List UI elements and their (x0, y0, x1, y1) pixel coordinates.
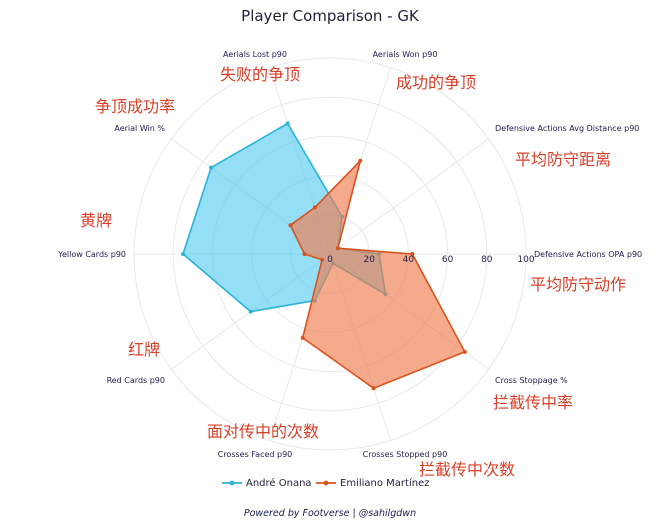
radial-tick-label: 0 (327, 255, 333, 265)
data-point (300, 335, 305, 340)
data-point (285, 121, 290, 126)
data-point (371, 386, 376, 391)
grid-spoke (329, 138, 489, 255)
axis-annotations: 平均防守动作平均防守距离成功的争顶失败的争顶争顶成功率黄牌红牌面对传中的次数拦截… (80, 65, 626, 479)
data-point (209, 165, 214, 170)
data-point (462, 349, 467, 354)
axis-label: Defensive Actions OPA p90 (534, 250, 642, 259)
axis-label: Crosses Faced p90 (218, 450, 293, 459)
axis-annotation: 平均防守距离 (515, 150, 611, 169)
legend-label: Emiliano Martínez (340, 477, 429, 489)
footer-credit: Powered by Footverse | @sahilgdwn (244, 508, 416, 519)
legend-marker (323, 480, 329, 486)
axis-annotation: 失败的争顶 (220, 65, 300, 84)
data-point (358, 158, 363, 163)
data-point (320, 257, 325, 262)
axis-label: Aerial Win % (114, 124, 165, 133)
data-point (248, 309, 253, 314)
radial-tick-label: 80 (481, 255, 493, 265)
data-point (288, 223, 293, 228)
axis-label: Aerials Won p90 (373, 50, 438, 59)
radar-series (181, 121, 467, 391)
data-point (302, 252, 307, 256)
axis-label: Yellow Cards p90 (57, 250, 126, 259)
data-point (335, 246, 340, 251)
axis-annotation: 平均防守动作 (530, 275, 626, 294)
data-point (410, 252, 415, 256)
axis-label: Defensive Actions Avg Distance p90 (495, 124, 639, 133)
axis-annotation: 争顶成功率 (95, 97, 175, 116)
axis-annotation: 拦截传中次数 (419, 460, 515, 479)
radial-tick-labels: 0 20 40 60 80 100 (327, 255, 535, 265)
radial-tick-label: 20 (363, 255, 375, 265)
data-point (181, 252, 185, 256)
data-point (312, 205, 317, 210)
radial-tick-label: 60 (442, 255, 454, 265)
legend: André Onana Emiliano Martínez (222, 477, 429, 489)
axis-annotation: 成功的争顶 (396, 73, 476, 92)
axis-labels: Defensive Actions OPA p90 Defensive Actio… (57, 50, 642, 459)
axis-annotation: 拦截传中率 (493, 393, 573, 412)
chart-title: Player Comparison - GK (241, 7, 420, 25)
axis-label: Crosses Stopped p90 (363, 450, 448, 459)
radial-tick-label: 100 (517, 255, 534, 265)
radial-tick-label: 40 (403, 255, 415, 265)
axis-annotation: 面对传中的次数 (207, 422, 319, 441)
axis-label: Red Cards p90 (107, 376, 165, 385)
legend-marker (229, 480, 235, 486)
axis-annotation: 黄牌 (80, 211, 112, 230)
axis-label: Cross Stoppage % (495, 376, 568, 385)
legend-label: André Onana (246, 477, 312, 489)
axis-annotation: 红牌 (128, 340, 160, 359)
axis-label: Aerials Lost p90 (223, 50, 287, 59)
